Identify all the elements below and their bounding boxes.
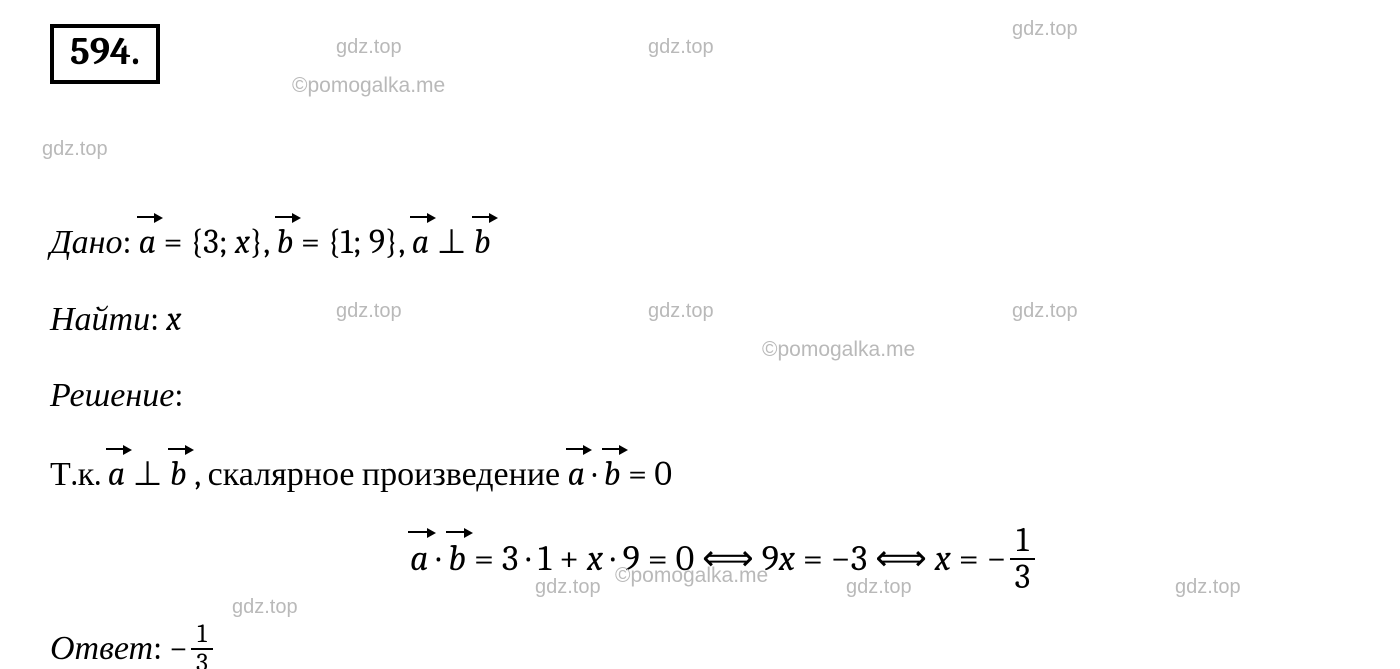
body-prefix: Т.к. — [50, 454, 108, 494]
watermark-text: gdz.top — [1012, 18, 1078, 41]
label-answer: Ответ — [50, 628, 153, 668]
body-line: Т.к. a ⊥ b , скалярное произведение a · … — [50, 448, 1360, 501]
solution-line: Решение: — [50, 369, 1360, 422]
watermark-text: gdz.top — [648, 36, 714, 59]
b-coords: = {1; 9}, — [301, 222, 412, 262]
frac-num-sm: 1 — [191, 621, 213, 650]
perp-symbol-2: ⊥ — [133, 454, 170, 494]
label-find: Найти — [50, 299, 150, 339]
frac-num: 1 — [1010, 523, 1036, 561]
vector-b-3: b — [170, 448, 187, 501]
eq-expand3: = −3 ⟺ — [795, 538, 935, 579]
vector-b-4: b — [604, 448, 621, 501]
label-solution: Решение — [50, 375, 174, 415]
vector-a-2: a — [412, 216, 430, 269]
problem-number: 594. — [70, 30, 140, 74]
label-given: Дано — [50, 222, 123, 262]
copyright-text: ©pomogalka.me — [292, 74, 445, 98]
body-mid: , скалярное произведение — [194, 454, 567, 494]
frac-den: 3 — [1010, 560, 1036, 596]
given-line: Дано: a = {3; x}, b = {1; 9}, a ⊥ b — [50, 216, 1360, 269]
problem-number-box: 594. — [50, 24, 160, 84]
vector-b-2: b — [474, 216, 491, 269]
dot-1: · — [593, 454, 604, 494]
a-coords-var: x — [235, 222, 250, 262]
colon2: : — [150, 299, 166, 339]
math-solution-page: 594. gdz.top gdz.top gdz.top gdz.top gdz.top… — [0, 0, 1400, 669]
watermark-text: gdz.top — [42, 138, 108, 161]
answer-line: Ответ: −13 — [50, 622, 1360, 669]
fraction-big: 13 — [1010, 523, 1036, 596]
colon: : — [123, 222, 139, 262]
eq-x3: x — [935, 538, 951, 579]
a-coords-open: = {3; — [164, 222, 235, 262]
perp-symbol: ⊥ — [437, 222, 474, 262]
answer-prefix: : − — [153, 628, 188, 668]
find-line: Найти: x — [50, 293, 1360, 346]
find-var: x — [166, 299, 181, 339]
fraction-small: 13 — [191, 621, 213, 669]
frac-den-sm: 3 — [191, 650, 213, 669]
eq-x1: x — [587, 538, 603, 579]
eq-x2: x — [779, 538, 795, 579]
vector-a-4: a — [568, 448, 586, 501]
a-coords-close: }, — [250, 222, 277, 262]
eq-rhs: = − — [951, 538, 1007, 579]
eq-vector-a: a — [410, 531, 429, 587]
equation-line: a · b = 3 · 1 + x · 9 = 0 ⟺ 9x = −3 ⟺ x … — [50, 525, 1360, 598]
eq-zero: = 0 — [628, 454, 672, 494]
eq-expand: = 3 · 1 + — [474, 538, 587, 579]
eq-vector-b: b — [448, 531, 466, 587]
watermark-text: gdz.top — [336, 36, 402, 59]
colon3: : — [174, 375, 183, 415]
vector-a-3: a — [108, 448, 126, 501]
watermark-text: gdz.top — [232, 596, 298, 619]
dot-2: · — [436, 538, 448, 579]
vector-a: a — [139, 216, 157, 269]
vector-b: b — [277, 216, 294, 269]
eq-expand2: · 9 = 0 ⟺ 9 — [603, 538, 779, 579]
